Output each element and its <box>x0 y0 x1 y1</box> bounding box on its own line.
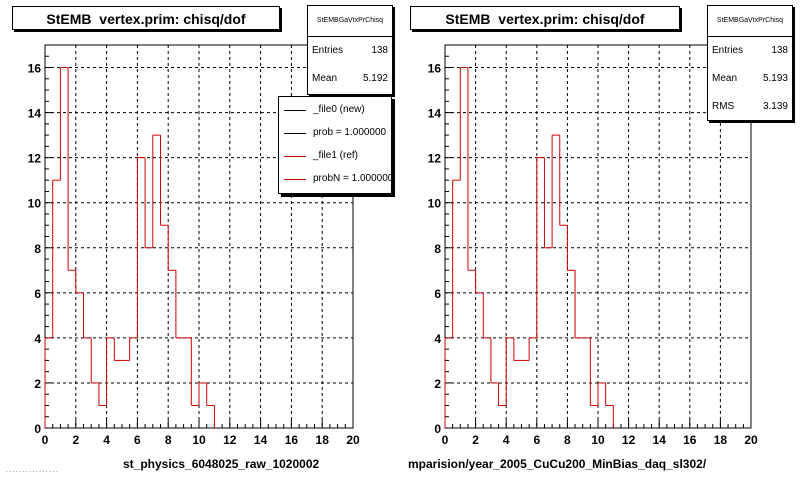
stats-mean-row: Mean 5.192 <box>308 65 392 93</box>
x-tick-label: 6 <box>533 433 540 447</box>
right-chart-title: StEMB vertex.prim: chisq/dof <box>410 6 680 30</box>
y-tick-label: 16 <box>28 62 42 76</box>
y-tick-label: 6 <box>434 287 441 301</box>
left-stats-box: StEMBGaVtxPrChisq Entries 138 Mean 5.192 <box>307 5 393 95</box>
legend-entry-file0: _file0 (new) <box>279 99 391 122</box>
stats-mean-row: Mean 5.193 <box>708 65 792 93</box>
y-tick-label: 8 <box>434 242 441 256</box>
legend-swatch <box>284 156 306 157</box>
legend-entry-probn: probN = 1.000000 <box>279 168 391 191</box>
y-tick-label: 16 <box>428 62 442 76</box>
stats-mean-value: 5.192 <box>362 73 388 84</box>
x-tick-label: 10 <box>192 433 206 447</box>
stats-rms-row: RMS 3.139 <box>708 93 792 121</box>
y-tick-label: 0 <box>434 422 441 436</box>
y-tick-label: 8 <box>34 242 41 256</box>
y-tick-label: 4 <box>434 332 441 346</box>
stats-entries-row: Entries 138 <box>308 37 392 65</box>
stats-title: StEMBGaVtxPrChisq <box>708 6 792 37</box>
x-tick-label: 4 <box>103 433 110 447</box>
stats-entries-value: 138 <box>371 45 388 56</box>
y-tick-label: 12 <box>28 152 42 166</box>
legend-label: _file1 (ref) <box>313 150 359 161</box>
legend-swatch <box>284 133 306 134</box>
x-tick-label: 0 <box>442 433 449 447</box>
legend: _file0 (new) prob = 1.000000 _file1 (ref… <box>278 96 392 194</box>
legend-swatch <box>284 110 306 111</box>
x-tick-label: 8 <box>165 433 172 447</box>
stats-entries-row: Entries 138 <box>708 37 792 65</box>
corner-note: . . . . . . . . . . . . . . . . <box>6 468 58 474</box>
right-chart-svg: 0 2 4 6 8 10 12 14 16 18 20 0 2 4 6 8 10 12 14 16 <box>428 44 758 447</box>
y-tick-label: 10 <box>428 197 442 211</box>
y-tick-label: 12 <box>428 152 442 166</box>
stats-rms-label: RMS <box>712 101 735 112</box>
legend-label: prob = 1.000000 <box>313 127 387 138</box>
y-tick-label: 6 <box>34 287 41 301</box>
left-chart-panel: 0 2 4 6 8 10 12 14 16 18 20 0 2 4 6 8 10 12 14 16 StEMB ver… <box>6 5 393 474</box>
legend-entry-prob: prob = 1.000000 <box>279 122 391 145</box>
x-tick-label: 2 <box>72 433 79 447</box>
x-tick-label: 20 <box>346 433 360 447</box>
y-tick-label: 14 <box>28 107 42 121</box>
x-tick-label: 8 <box>564 433 571 447</box>
right-stats-box: StEMBGaVtxPrChisq Entries 138 Mean 5.193… <box>707 5 793 121</box>
x-tick-label: 2 <box>472 433 479 447</box>
legend-label: _file0 (new) <box>313 104 365 115</box>
stats-entries-label: Entries <box>712 45 744 56</box>
stats-entries-label: Entries <box>312 45 344 56</box>
x-tick-label: 20 <box>744 433 758 447</box>
x-tick-label: 18 <box>714 433 728 447</box>
stats-mean-label: Mean <box>712 73 738 84</box>
x-tick-label: 10 <box>591 433 605 447</box>
stats-rms-value: 3.139 <box>762 101 788 112</box>
left-x-axis-label: st_physics_6048025_raw_1020002 <box>123 457 320 471</box>
stats-title: StEMBGaVtxPrChisq <box>308 6 392 37</box>
y-tick-label: 2 <box>34 377 41 391</box>
right-chart-panel: 0 2 4 6 8 10 12 14 16 18 20 0 2 4 6 8 10 12 14 16 StEMB ver… <box>400 0 800 480</box>
right-x-axis-label: mparision/year_2005_CuCu200_MinBias_daq_… <box>408 457 707 471</box>
legend-swatch <box>284 179 306 180</box>
legend-label: probN = 1.000000 <box>313 173 392 184</box>
x-tick-label: 14 <box>653 433 667 447</box>
legend-entry-file1: _file1 (ref) <box>279 145 391 168</box>
stats-entries-value: 138 <box>771 45 788 56</box>
left-chart-title: StEMB vertex.prim: chisq/dof <box>12 6 280 30</box>
x-tick-label: 12 <box>622 433 636 447</box>
x-tick-label: 16 <box>683 433 697 447</box>
stats-mean-value: 5.193 <box>762 73 788 84</box>
y-tick-label: 10 <box>28 197 42 211</box>
x-tick-label: 0 <box>42 433 49 447</box>
x-tick-label: 12 <box>223 433 237 447</box>
x-tick-label: 14 <box>254 433 268 447</box>
x-tick-label: 6 <box>134 433 141 447</box>
x-tick-label: 16 <box>285 433 299 447</box>
y-tick-label: 0 <box>34 422 41 436</box>
y-tick-label: 4 <box>34 332 41 346</box>
x-tick-label: 4 <box>503 433 510 447</box>
x-tick-label: 18 <box>316 433 330 447</box>
y-tick-label: 14 <box>428 107 442 121</box>
stats-mean-label: Mean <box>312 73 338 84</box>
y-tick-label: 2 <box>434 377 441 391</box>
